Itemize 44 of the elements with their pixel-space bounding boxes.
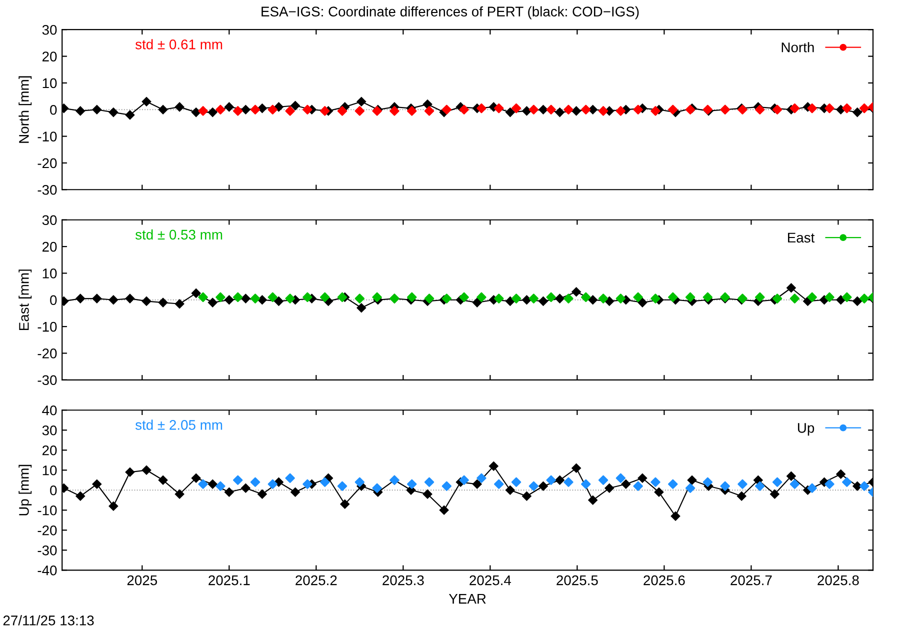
y-tick-label: 0 — [50, 295, 57, 306]
x-tick-label: 2025.4 — [470, 575, 512, 586]
x-tick-label: 2025.2 — [296, 575, 337, 586]
y-tick-label: -30 — [38, 375, 57, 386]
y-tick-label: 20 — [42, 242, 57, 252]
x-tick-label: 2025.5 — [556, 575, 598, 586]
y-axis-title: East [mm] — [18, 270, 32, 330]
y-axis-title: North [mm] — [18, 76, 32, 143]
x-tick-label: 2025 — [127, 575, 158, 586]
x-tick-label: 2025.6 — [644, 575, 685, 586]
y-tick-label: 10 — [42, 268, 57, 278]
legend-label: East — [788, 232, 815, 243]
y-tick-label: -20 — [38, 348, 57, 358]
y-tick-label: 10 — [42, 78, 57, 88]
y-tick-label: -30 — [38, 545, 57, 556]
annotation: std ± 0.61 mm — [135, 39, 222, 50]
y-tick-label: -20 — [38, 158, 57, 168]
y-tick-label: 30 — [42, 425, 57, 436]
text: 27/11/25 13:13 — [3, 615, 94, 626]
legend-label: Up — [798, 423, 814, 436]
x-tick-label: 2025.3 — [382, 575, 424, 586]
y-tick-label: -10 — [38, 132, 57, 142]
x-tick-label: 2025.7 — [730, 575, 772, 586]
y-tick-label: -20 — [38, 525, 57, 536]
y-tick-label: 0 — [50, 485, 57, 496]
annotation: std ± 0.53 mm — [135, 229, 222, 240]
y-tick-label: 20 — [42, 52, 57, 62]
y-tick-label: 20 — [42, 445, 57, 456]
y-tick-label: 10 — [42, 465, 57, 476]
chart-title: ESA−IGS: Coordinate differences of PERT (black: COD−IGS) — [262, 6, 639, 20]
legend-label: North — [782, 42, 814, 52]
x-tick-label: 2025.8 — [818, 575, 859, 586]
y-tick-label: 30 — [42, 215, 57, 226]
x-tick-label: 2025.1 — [208, 575, 250, 586]
y-tick-label: -10 — [38, 505, 57, 516]
y-tick-label: -30 — [38, 184, 57, 195]
annotation: std ± 2.05 mm — [135, 420, 222, 430]
y-tick-label: 40 — [42, 405, 57, 416]
x-axis-title: YEAR — [448, 594, 486, 604]
y-tick-label: 0 — [50, 104, 57, 115]
y-tick-label: -10 — [38, 322, 57, 332]
y-axis-title: Up [mm] — [18, 464, 32, 516]
y-tick-label: 30 — [42, 24, 57, 35]
y-tick-label: -40 — [38, 565, 57, 576]
